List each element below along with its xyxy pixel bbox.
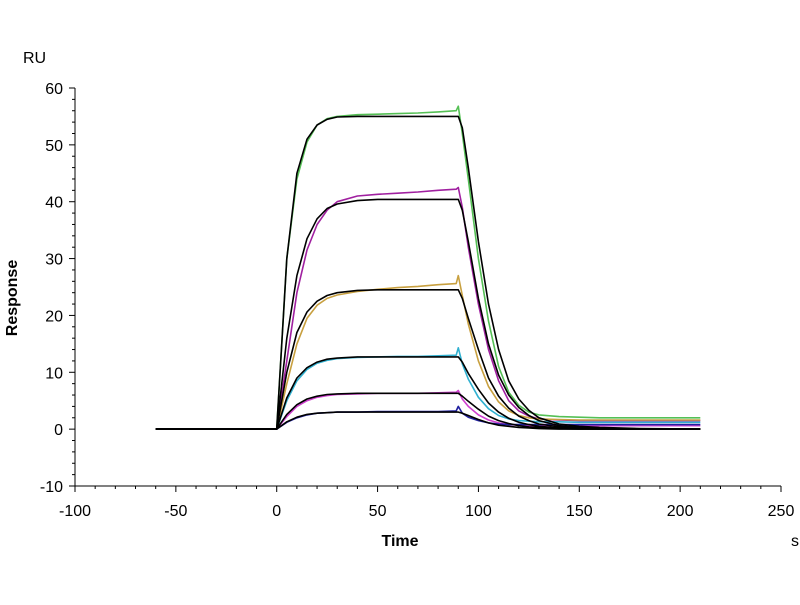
response-curve-4 — [155, 274, 701, 430]
response-curve-6 — [155, 346, 701, 430]
response-curve-0 — [155, 105, 701, 430]
y-tick-label: 0 — [54, 422, 63, 439]
response-curve-8 — [155, 389, 701, 430]
y-unit-label: RU — [23, 50, 46, 67]
series-group — [155, 105, 701, 430]
y-tick-label: 50 — [45, 138, 63, 155]
fit-curve-1 — [155, 115, 701, 430]
y-tick-label: 10 — [45, 365, 63, 382]
y-tick-label: 30 — [45, 252, 63, 269]
x-tick-label: -50 — [164, 503, 187, 520]
fit-curve-7 — [155, 356, 701, 430]
x-tick-label: 200 — [667, 503, 694, 520]
x-axis-title: Time — [381, 533, 418, 550]
fit-curve-11 — [155, 411, 701, 430]
y-tick-label: 20 — [45, 308, 63, 325]
y-tick-label: 60 — [45, 81, 63, 98]
x-unit-label: s — [791, 533, 799, 550]
y-tick-label: 40 — [45, 195, 63, 212]
x-tick-label: 50 — [369, 503, 387, 520]
axes — [74, 88, 781, 487]
fit-curve-5 — [155, 288, 701, 430]
y-axis-title: Response — [4, 260, 21, 337]
fit-curve-9 — [155, 392, 701, 430]
y-tick-label: -10 — [40, 479, 63, 496]
fit-curve-3 — [155, 198, 701, 430]
x-tick-label: 250 — [768, 503, 795, 520]
x-tick-label: -100 — [59, 503, 91, 520]
x-tick-label: 150 — [566, 503, 593, 520]
x-tick-label: 100 — [465, 503, 492, 520]
x-tick-label: 0 — [272, 503, 281, 520]
